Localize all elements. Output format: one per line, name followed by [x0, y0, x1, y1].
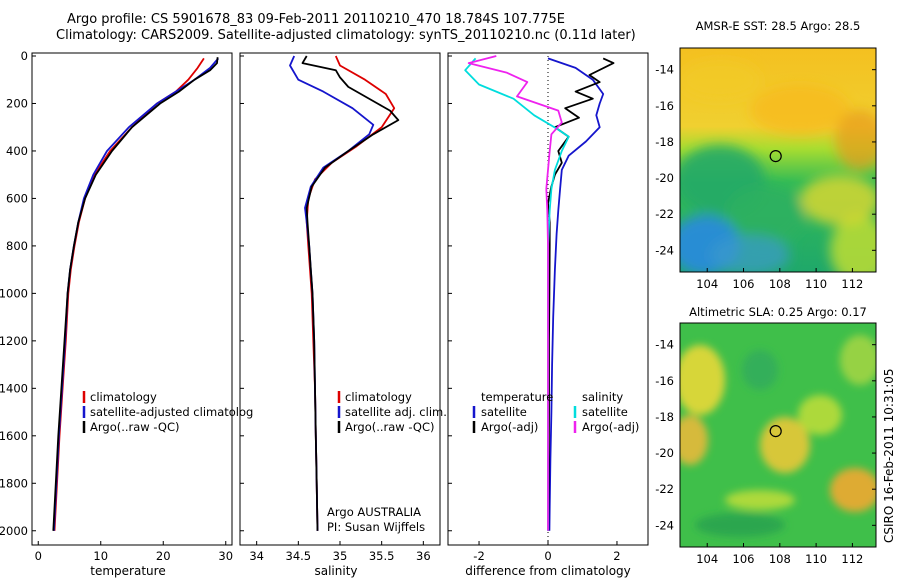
- difference-salinity-legend: salinity satellite Argo(-adj): [573, 390, 639, 434]
- sst-map-title: AMSR-E SST: 28.5 Argo: 28.5: [696, 19, 861, 33]
- x-tick-label: 34.5: [286, 549, 312, 563]
- map-y-tick-label: -14: [655, 338, 674, 352]
- series-line-argo-raw-qc-: [52, 57, 219, 531]
- x-tick-label: 30: [218, 549, 233, 563]
- map-y-tick-label: -24: [655, 243, 674, 257]
- x-tick-label: -2: [473, 549, 484, 563]
- map-x-tick-label: 106: [733, 277, 755, 291]
- pi-annotation: PI: Susan Wijffels: [327, 520, 425, 534]
- map-x-tick-label: 112: [841, 552, 863, 566]
- salinity-panel: 34 34.5 35 35.5 36 salinity climatology sate…: [239, 52, 447, 578]
- y-tick-label: 1200: [0, 334, 28, 348]
- map-x-tick-label: 104: [696, 277, 718, 291]
- map-y-tick-label: -18: [655, 410, 674, 424]
- sst-map-frame: [679, 47, 877, 273]
- y-tick-label: 1000: [0, 286, 28, 300]
- legend-sal-satellite-label: satellite: [582, 405, 628, 419]
- temperature-panel: 0 200 400 600 800 1000 1200 1400 1600 1800 2000 0 1…: [0, 49, 253, 578]
- map-x-tick-label: 108: [769, 552, 791, 566]
- x-tick-label: 20: [156, 549, 171, 563]
- figure-title-line-2: Climatology: CARS2009. Satellite-adjuste…: [56, 28, 636, 43]
- sst-map-panel: AMSR-E SST: 28.5 Argo: 28.5 104 106 108 110…: [655, 19, 877, 291]
- series-line-temperature-satellite: [547, 57, 605, 531]
- series-line-satellite-adj-clim-: [289, 55, 375, 531]
- x-tick-label: 0: [35, 549, 42, 563]
- map-y-tick-label: -16: [655, 99, 674, 113]
- salinity-xlabel: salinity: [314, 564, 357, 578]
- legend-climatology-label: climatology: [90, 390, 157, 404]
- map-y-tick-label: -22: [655, 207, 674, 221]
- sla-map-image: [680, 323, 876, 547]
- temperature-legend: climatology satellite-adjusted climatolo…: [82, 390, 253, 434]
- legend-temp-argo-label: Argo(-adj): [481, 420, 538, 434]
- series-line-satellite-adjusted-climatology: [53, 57, 219, 531]
- x-tick-label: 35.5: [369, 549, 395, 563]
- legend-satellite-label: satellite-adjusted climatolog: [90, 405, 253, 419]
- series-line-argo-raw-qc-: [301, 55, 400, 531]
- x-tick-label: 2: [613, 549, 620, 563]
- map-y-tick-label: -14: [655, 63, 674, 77]
- map-y-tick-label: -22: [655, 482, 674, 496]
- temperature-xlabel: temperature: [90, 564, 165, 578]
- map-x-tick-label: 106: [733, 552, 755, 566]
- argo-australia-annotation: Argo AUSTRALIA: [327, 505, 421, 519]
- map-x-tick-label: 112: [841, 277, 863, 291]
- legend-temp-satellite-label: satellite: [481, 405, 527, 419]
- y-tick-label: 0: [21, 49, 28, 63]
- y-tick-label: 1600: [0, 429, 28, 443]
- map-x-tick-label: 110: [805, 552, 827, 566]
- map-y-tick-label: -20: [655, 446, 674, 460]
- sla-map-frame: [679, 322, 877, 548]
- figure-title-line-1: Argo profile: CS 5901678_83 09-Feb-2011 …: [66, 12, 566, 27]
- x-tick-label: 0: [544, 549, 551, 563]
- difference-temperature-legend: temperature satellite Argo(-adj): [472, 390, 553, 434]
- legend-satellite-label: satellite adj. clim.: [345, 405, 447, 419]
- y-tick-label: 800: [6, 239, 28, 253]
- map-y-tick-label: -18: [655, 135, 674, 149]
- temperature-axes-frame: [31, 52, 233, 546]
- salinity-legend: climatology satellite adj. clim. Argo(..…: [337, 390, 447, 434]
- legend-argo-label: Argo(..raw -QC): [345, 420, 435, 434]
- map-x-tick-label: 104: [696, 552, 718, 566]
- map-y-tick-label: -20: [655, 171, 674, 185]
- y-tick-label: 400: [6, 144, 28, 158]
- y-tick-label: 1400: [0, 381, 28, 395]
- x-tick-label: 10: [93, 549, 108, 563]
- credit-timestamp: CSIRO 16-Feb-2011 10:31:05: [882, 368, 896, 543]
- difference-panel: -2 0 2 difference from climatology tempera…: [447, 52, 649, 578]
- x-tick-label: 36: [416, 549, 431, 563]
- legend-temperature-heading: temperature: [481, 390, 553, 404]
- legend-climatology-label: climatology: [345, 390, 412, 404]
- series-line-salinity-argo-adj-: [467, 55, 563, 531]
- series-line-climatology: [305, 55, 396, 531]
- difference-xlabel: difference from climatology: [465, 564, 631, 578]
- y-tick-label: 600: [6, 191, 28, 205]
- map-y-tick-label: -16: [655, 374, 674, 388]
- legend-sal-argo-label: Argo(-adj): [582, 420, 639, 434]
- sla-map-panel: Altimetric SLA: 0.25 Argo: 0.17 104 106 10…: [655, 305, 877, 566]
- x-tick-label: 34: [249, 549, 264, 563]
- y-tick-label: 200: [6, 96, 28, 110]
- sst-map-image: [680, 48, 876, 272]
- map-y-tick-label: -24: [655, 518, 674, 532]
- legend-argo-label: Argo(..raw -QC): [90, 420, 180, 434]
- map-x-tick-label: 108: [769, 277, 791, 291]
- legend-salinity-heading: salinity: [582, 390, 623, 404]
- salinity-axes-frame: [239, 52, 441, 546]
- y-tick-label: 1800: [0, 476, 28, 490]
- y-tick-label: 2000: [0, 524, 28, 538]
- argo-location-marker: [769, 425, 782, 438]
- sla-map-title: Altimetric SLA: 0.25 Argo: 0.17: [689, 305, 867, 319]
- map-x-tick-label: 110: [805, 277, 827, 291]
- x-tick-label: 35: [333, 549, 348, 563]
- argo-location-marker: [769, 150, 782, 163]
